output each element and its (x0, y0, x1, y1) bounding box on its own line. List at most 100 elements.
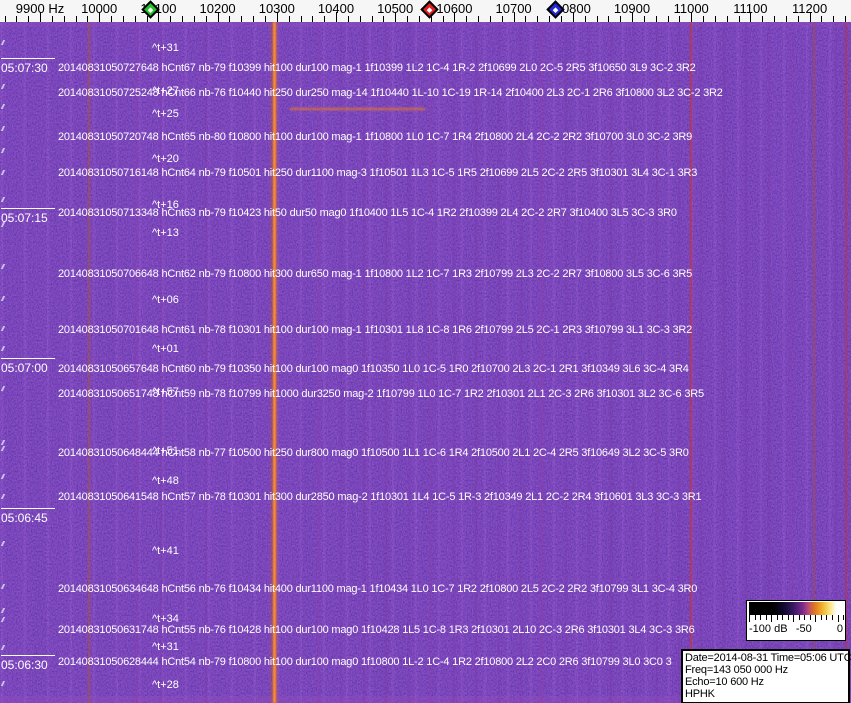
time-label: 05:07:30 (1, 58, 55, 75)
ruler-tick (75, 16, 77, 22)
ruler-tick (205, 16, 207, 22)
spectrogram-bottom-band (0, 696, 851, 703)
ruler-frequency-label: 11200 (792, 1, 828, 16)
ruler-tick (347, 16, 349, 22)
ruler-frequency-label: 10400 (317, 1, 355, 16)
signal-streak (540, 22, 543, 703)
spectrogram-top-band (0, 22, 851, 27)
colorbar-tick (754, 615, 756, 620)
event-log-line: 20140831050657648 hCnt60 nb-79 f10350 hi… (58, 363, 689, 375)
event-log-line: 20140831050716148 hCnt64 nb-79 f10501 hi… (58, 167, 698, 179)
event-log-line: 20140831050648444 hCnt58 nb-77 f10500 hi… (58, 447, 689, 459)
event-time-offset-marker: ^t+41 (152, 545, 179, 557)
event-time-offset-marker: ^t+13 (152, 227, 179, 239)
ruler-tick (679, 16, 681, 22)
ruler-tick (193, 16, 195, 22)
ruler-tick (383, 16, 385, 22)
time-label: 05:07:00 (1, 358, 55, 375)
colorbar-tick (787, 615, 789, 620)
signal-streak (745, 22, 747, 703)
ruler-tick (561, 16, 562, 22)
time-label: 05:07:15 (1, 208, 55, 225)
event-time-offset-marker: ^t+16 (152, 199, 179, 211)
ruler-tick (407, 16, 408, 22)
ruler-tick (525, 16, 527, 22)
ruler-tick (608, 16, 610, 22)
event-log-line: 20140831050713348 hCnt63 nb-79 f10423 hi… (58, 207, 677, 219)
ruler-tick (620, 16, 622, 22)
ruler-tick (655, 16, 657, 22)
colorbar-tick (798, 615, 800, 620)
colorbar-label-max: 0 (836, 623, 843, 635)
signal-streak (498, 22, 500, 703)
colorbar-ticks (749, 615, 844, 623)
colorbar-label-mid: -50 (795, 623, 812, 635)
ruler-tick (51, 16, 53, 22)
ruler-tick (300, 16, 302, 22)
time-label: 05:06:30 (1, 655, 55, 672)
ruler-tick (28, 16, 30, 22)
ruler-tick (253, 16, 255, 22)
signal-streak (633, 22, 635, 703)
colorbar-labels: -100 dB -50 0 (747, 623, 845, 637)
ruler-tick (241, 16, 243, 22)
ruler-tick (229, 16, 231, 22)
event-log-line: 20140831050641548 hCnt57 nb-78 f10301 hi… (58, 491, 702, 503)
colorbar-tick (765, 615, 767, 620)
ruler-tick (312, 16, 314, 22)
ruler-tick (217, 12, 219, 22)
signal-streak (610, 22, 612, 703)
colorbar-tick (820, 615, 822, 620)
signal-streak (588, 22, 590, 703)
ruler-tick (146, 16, 148, 22)
event-log-line: 20140831050720748 hCnt65 nb-80 f10800 hi… (58, 131, 693, 143)
event-time-offset-marker: ^t+01 (152, 343, 179, 355)
ruler-tick (336, 12, 337, 22)
signal-streak (385, 22, 387, 703)
ruler-tick (276, 12, 278, 22)
frequency-ruler: 9900 Hz100001010010200103001040010500106… (0, 0, 851, 22)
db-colorbar: -100 dB -50 0 (746, 600, 846, 641)
signal-streak (690, 22, 692, 703)
ruler-tick (442, 16, 444, 22)
event-time-offset-marker: ^t+31 (152, 641, 179, 653)
ruler-tick (359, 16, 361, 22)
ruler-tick (667, 16, 669, 22)
status-info-box: Date=2014-08-31 Time=05:06 UTC Freq=143 0… (681, 649, 851, 703)
ruler-tick (833, 16, 835, 22)
event-time-offset-marker: ^t+34 (152, 613, 179, 625)
event-time-offset-marker: ^t+20 (152, 153, 179, 165)
signal-streak (678, 22, 680, 703)
signal-streak (135, 22, 138, 703)
ruler-tick (395, 12, 397, 22)
event-time-offset-marker: ^t+57 (152, 386, 179, 398)
ruler-frequency-label: 10300 (258, 1, 295, 16)
ruler-tick (809, 12, 811, 22)
ruler-tick (454, 12, 456, 22)
signal-streak (790, 22, 792, 703)
colorbar-tick (749, 615, 750, 622)
ruler-tick (99, 12, 101, 22)
ruler-tick (63, 16, 65, 22)
event-log-line: 20140831050725248 hCnt66 nb-76 f10440 hi… (58, 87, 723, 99)
ruler-tick (466, 16, 468, 22)
colorbar-tick (793, 615, 795, 622)
ruler-tick (40, 12, 41, 22)
event-time-offset-marker: ^t+51 (152, 445, 179, 457)
ruler-frequency-label: 10800 (554, 1, 591, 16)
ruler-tick (418, 16, 420, 22)
ruler-tick (750, 12, 752, 22)
signal-streak (408, 22, 410, 703)
colorbar-tick (837, 615, 839, 622)
colorbar-tick (843, 615, 844, 620)
event-time-offset-marker: ^t+06 (152, 294, 179, 306)
event-log-line: 20140831050631748 hCnt55 nb-76 f10428 hi… (58, 624, 695, 636)
ruler-tick (821, 16, 823, 22)
colorbar-tick (771, 615, 773, 622)
ruler-tick (537, 16, 539, 22)
ruler-tick (265, 16, 266, 22)
signal-streak (520, 22, 522, 703)
ruler-frequency-label: 10200 (199, 1, 236, 16)
ruler-tick (762, 16, 764, 22)
ruler-frequency-label: 10700 (495, 1, 532, 16)
